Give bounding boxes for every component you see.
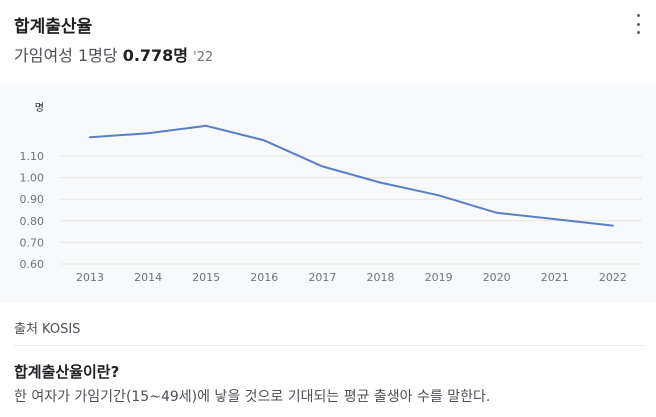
card-title: 합계출산율 bbox=[14, 17, 93, 37]
x-tick-label: 2017 bbox=[308, 271, 336, 284]
y-tick-label: 0.60 bbox=[20, 258, 45, 271]
divider bbox=[14, 345, 644, 346]
definition-text: 한 여자가 가임기간(15~49세)에 낳을 것으로 기대되는 평균 출생아 수… bbox=[14, 389, 491, 405]
y-tick-label: 0.90 bbox=[20, 193, 45, 206]
series-line bbox=[89, 124, 614, 227]
x-tick-label: 2014 bbox=[134, 271, 162, 284]
more-vert-icon[interactable] bbox=[633, 14, 643, 34]
definition-title: 합계출산율이란? bbox=[14, 363, 120, 381]
x-tick-label: 2022 bbox=[599, 271, 627, 284]
x-tick-label: 2013 bbox=[76, 271, 104, 284]
summary-line: 가임여성 1명당 0.778명 '22 bbox=[14, 42, 213, 66]
summary-value: 0.778명 bbox=[122, 46, 189, 65]
x-tick-label: 2015 bbox=[192, 271, 220, 284]
line-chart: 1.10 1.00 0.90 0.80 0.70 0.60 명 2013 2014 2015 201… bbox=[0, 83, 656, 303]
chart-svg: 1.10 1.00 0.90 0.80 0.70 0.60 명 2013 2014 2015 201… bbox=[20, 102, 642, 284]
summary-year: '22 bbox=[193, 50, 214, 65]
x-tick-label: 2020 bbox=[483, 271, 511, 284]
y-axis-unit: 명 bbox=[35, 102, 44, 114]
x-tick-label: 2021 bbox=[541, 271, 569, 284]
y-tick-label: 0.80 bbox=[20, 215, 45, 228]
x-tick-label: 2019 bbox=[425, 271, 453, 284]
x-tick-label: 2018 bbox=[367, 271, 395, 284]
y-tick-label: 0.70 bbox=[20, 236, 45, 249]
y-tick-label: 1.10 bbox=[20, 150, 45, 163]
source-text: 출처 KOSIS bbox=[14, 322, 81, 337]
y-tick-label: 1.00 bbox=[20, 172, 45, 185]
summary-label: 가임여성 1명당 bbox=[14, 46, 118, 65]
x-tick-label: 2016 bbox=[250, 271, 278, 284]
